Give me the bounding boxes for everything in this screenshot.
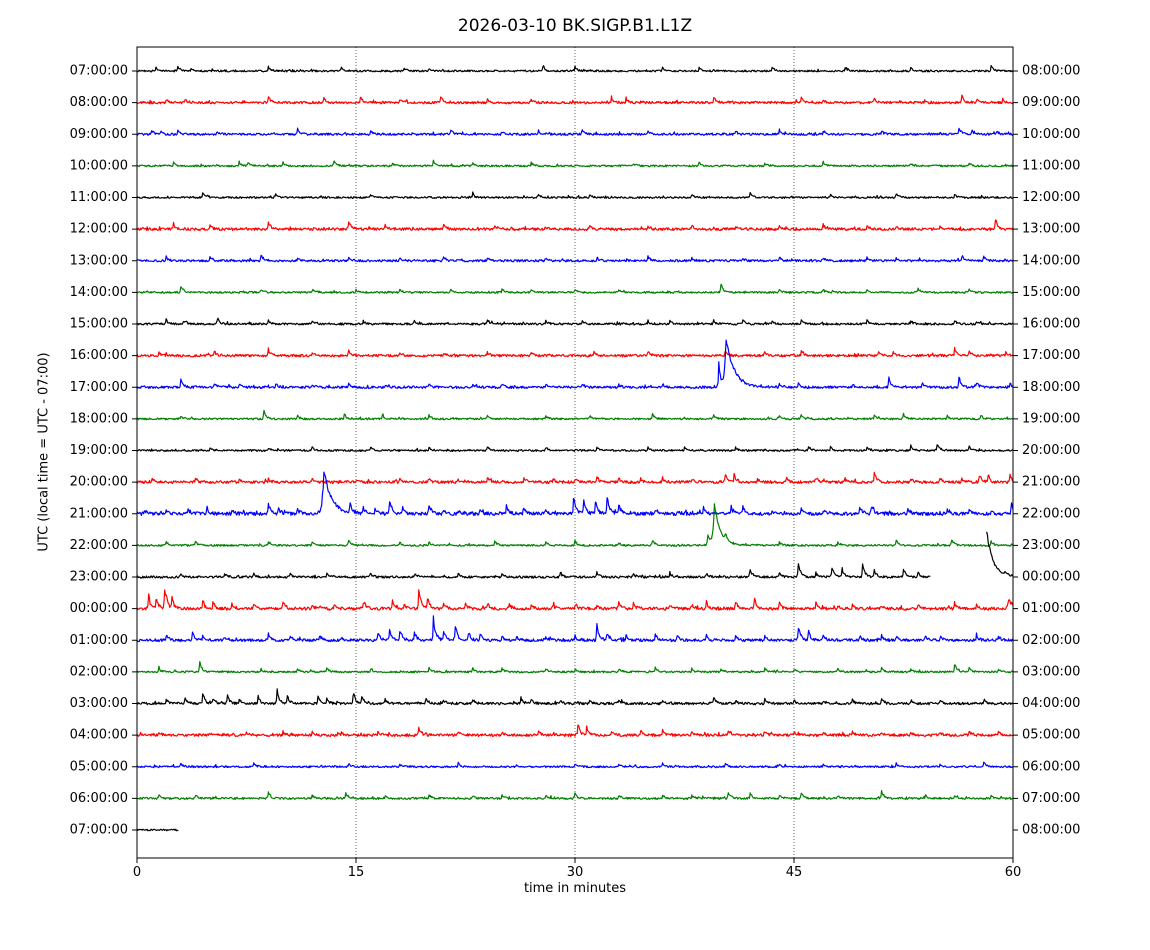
trace-row-12-utc-190000 — [136, 444, 1014, 452]
trace-row-16-utc-230000 — [136, 563, 931, 579]
y-tick-label-left-20: 03:00:00 — [70, 696, 128, 711]
y-tick-label-left-0: 07:00:00 — [70, 64, 128, 79]
y-tick-label-right-11: 19:00:00 — [1022, 411, 1080, 426]
y-tick-label-right-10: 18:00:00 — [1022, 380, 1080, 395]
y-tick-label-left-5: 12:00:00 — [70, 222, 128, 237]
y-tick-label-right-19: 03:00:00 — [1022, 664, 1080, 679]
y-tick-label-right-20: 04:00:00 — [1022, 696, 1080, 711]
y-tick-label-right-21: 05:00:00 — [1022, 728, 1080, 743]
y-tick-label-left-23: 06:00:00 — [70, 791, 128, 806]
y-tick-label-left-18: 01:00:00 — [70, 633, 128, 648]
y-tick-label-left-6: 13:00:00 — [70, 253, 128, 268]
y-tick-label-right-23: 07:00:00 — [1022, 791, 1080, 806]
x-tick-label-30: 30 — [567, 865, 584, 880]
y-tick-label-left-2: 09:00:00 — [70, 127, 128, 142]
y-tick-label-right-15: 23:00:00 — [1022, 538, 1080, 553]
y-tick-label-right-3: 11:00:00 — [1022, 158, 1080, 173]
trace-row-19-utc-020000 — [136, 660, 1014, 674]
y-tick-label-left-4: 11:00:00 — [70, 190, 128, 205]
y-tick-label-right-16: 00:00:00 — [1022, 570, 1080, 585]
chart-title: 2026-03-10 BK.SIGP.B1.L1Z — [457, 16, 693, 36]
y-tick-label-right-8: 16:00:00 — [1022, 317, 1080, 332]
trace-row-1-utc-080000 — [136, 94, 1014, 105]
trace-row-9-utc-160000 — [136, 346, 1014, 358]
trace-row-14-utc-210000 — [136, 471, 1014, 517]
trace-row-24-utc-070000 — [136, 828, 179, 832]
y-tick-label-right-12: 20:00:00 — [1022, 443, 1080, 458]
y-tick-label-left-22: 05:00:00 — [70, 759, 128, 774]
y-tick-label-left-8: 15:00:00 — [70, 317, 128, 332]
trace-row-13-utc-200000 — [136, 471, 1014, 485]
y-tick-label-left-12: 19:00:00 — [70, 443, 128, 458]
trace-row-7-utc-140000 — [136, 283, 1014, 294]
y-tick-label-right-17: 01:00:00 — [1022, 601, 1080, 616]
x-tick-label-60: 60 — [1005, 865, 1022, 880]
y-tick-label-left-10: 17:00:00 — [70, 380, 128, 395]
x-tick-label-45: 45 — [786, 865, 803, 880]
trace-row-5-utc-120000 — [136, 219, 1014, 231]
y-tick-label-right-22: 06:00:00 — [1022, 759, 1080, 774]
y-tick-label-right-18: 02:00:00 — [1022, 633, 1080, 648]
y-tick-label-left-17: 00:00:00 — [70, 601, 128, 616]
y-tick-label-right-13: 21:00:00 — [1022, 475, 1080, 490]
x-axis-label: time in minutes — [523, 881, 627, 896]
trace-row-15-utc-220000 — [136, 503, 1014, 547]
y-tick-label-left-1: 08:00:00 — [70, 95, 128, 110]
trace-row-11-utc-180000 — [136, 409, 1014, 421]
y-tick-label-right-6: 14:00:00 — [1022, 253, 1080, 268]
trace-row-8-utc-150000 — [136, 317, 1014, 326]
y-tick-label-left-3: 10:00:00 — [70, 158, 128, 173]
x-tick-label-0: 0 — [133, 865, 141, 880]
y-tick-label-left-7: 14:00:00 — [70, 285, 128, 300]
y-tick-label-right-9: 17:00:00 — [1022, 348, 1080, 363]
trace-row-22-utc-050000 — [136, 761, 1014, 769]
y-tick-label-left-16: 23:00:00 — [70, 570, 128, 585]
y-tick-label-right-24: 08:00:00 — [1022, 823, 1080, 838]
y-tick-label-left-11: 18:00:00 — [70, 411, 128, 426]
trace-row-4-utc-110000 — [136, 191, 1014, 199]
x-tick-label-15: 15 — [348, 865, 365, 880]
trace-row-6-utc-130000 — [136, 254, 1014, 263]
trace-row-17-utc-000000 — [136, 589, 1014, 611]
y-tick-label-right-2: 10:00:00 — [1022, 127, 1080, 142]
y-tick-label-left-19: 02:00:00 — [70, 664, 128, 679]
trace-row-18-utc-010000 — [136, 615, 1014, 643]
y-tick-label-left-21: 04:00:00 — [70, 728, 128, 743]
trace-row-0-utc-070000 — [136, 64, 1014, 73]
trace-row-2-utc-090000 — [136, 127, 1014, 136]
y-tick-label-left-15: 22:00:00 — [70, 538, 128, 553]
y-tick-label-left-14: 21:00:00 — [70, 506, 128, 521]
trace-row-3-utc-100000 — [136, 159, 1014, 168]
y-tick-label-right-0: 08:00:00 — [1022, 64, 1080, 79]
y-tick-label-right-4: 12:00:00 — [1022, 190, 1080, 205]
y-tick-label-right-7: 15:00:00 — [1022, 285, 1080, 300]
y-tick-label-left-9: 16:00:00 — [70, 348, 128, 363]
y-tick-label-right-1: 09:00:00 — [1022, 95, 1080, 110]
y-tick-label-right-5: 13:00:00 — [1022, 222, 1080, 237]
y-tick-label-left-13: 20:00:00 — [70, 475, 128, 490]
y-tick-label-left-24: 07:00:00 — [70, 823, 128, 838]
trace-row-10-utc-170000 — [136, 339, 1014, 389]
trace-row-23-utc-060000 — [136, 789, 1014, 801]
trace-row-16-utc-230000-seg1 — [986, 531, 1014, 578]
trace-row-21-utc-040000 — [136, 724, 1014, 738]
y-tick-label-right-14: 22:00:00 — [1022, 506, 1080, 521]
trace-row-20-utc-030000 — [136, 688, 1014, 706]
